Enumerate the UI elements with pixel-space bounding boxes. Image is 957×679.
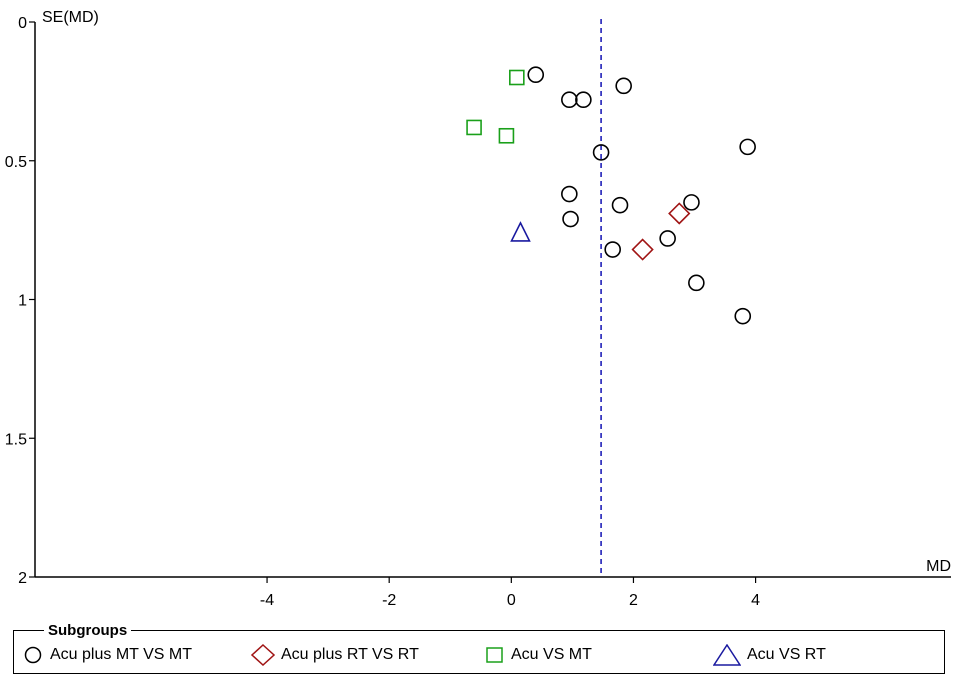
circle-point [592, 144, 610, 161]
x-tick-label: 2 [629, 592, 638, 609]
y-tick-label: 1 [18, 293, 27, 310]
circle-point [604, 241, 621, 258]
x-axis-label: MD [926, 558, 951, 575]
diamond-marker-icon [251, 644, 275, 666]
triangle-marker-icon [713, 644, 741, 666]
x-tick-label: -4 [260, 592, 274, 609]
circle-point [659, 230, 676, 247]
plot-axes: 0 0.5 1 1.5 2 -4 -2 0 2 4 [5, 15, 951, 609]
circle-point [611, 196, 629, 214]
y-tick-label: 1.5 [5, 431, 27, 448]
legend-title: Subgroups [44, 622, 132, 640]
legend: Subgroups Acu plus MT VS MT Acu plus RT … [13, 622, 945, 674]
diamond-point [631, 238, 654, 261]
diamond-point [668, 202, 691, 225]
y-axis-label: SE(MD) [42, 9, 99, 26]
y-tick-label: 2 [18, 570, 27, 587]
legend-item-acu-plus-rt-vs-rt: Acu plus RT VS RT [251, 644, 419, 666]
circle-point [739, 138, 756, 156]
legend-item-acu-plus-mt-vs-mt: Acu plus MT VS MT [22, 644, 192, 666]
x-tick-label: 0 [507, 592, 516, 609]
circle-point [562, 210, 579, 228]
circle-point [575, 91, 592, 108]
circle-point [688, 274, 705, 292]
circle-point [527, 66, 545, 84]
square-point [509, 69, 525, 86]
legend-label: Acu VS MT [511, 646, 592, 663]
legend-item-acu-vs-mt: Acu VS MT [485, 644, 592, 666]
y-tick-label: 0 [18, 15, 27, 32]
legend-label: Acu plus MT VS MT [50, 646, 192, 663]
y-tick-label: 0.5 [5, 154, 27, 171]
square-marker-icon [486, 647, 503, 663]
x-tick-label: -2 [382, 592, 396, 609]
legend-label: Acu VS RT [747, 646, 826, 663]
circle-point [561, 185, 578, 203]
square-point [466, 119, 482, 136]
x-tick-label: 4 [751, 592, 760, 609]
circle-point [615, 77, 632, 95]
circle-point [561, 91, 578, 108]
legend-item-acu-vs-rt: Acu VS RT [713, 644, 826, 666]
circle-point [683, 194, 700, 211]
data-points [466, 66, 756, 325]
circle-point [734, 307, 752, 325]
legend-label: Acu plus RT VS RT [281, 646, 419, 663]
circle-marker-icon [24, 646, 42, 664]
triangle-point [510, 221, 531, 242]
square-point [498, 127, 515, 144]
